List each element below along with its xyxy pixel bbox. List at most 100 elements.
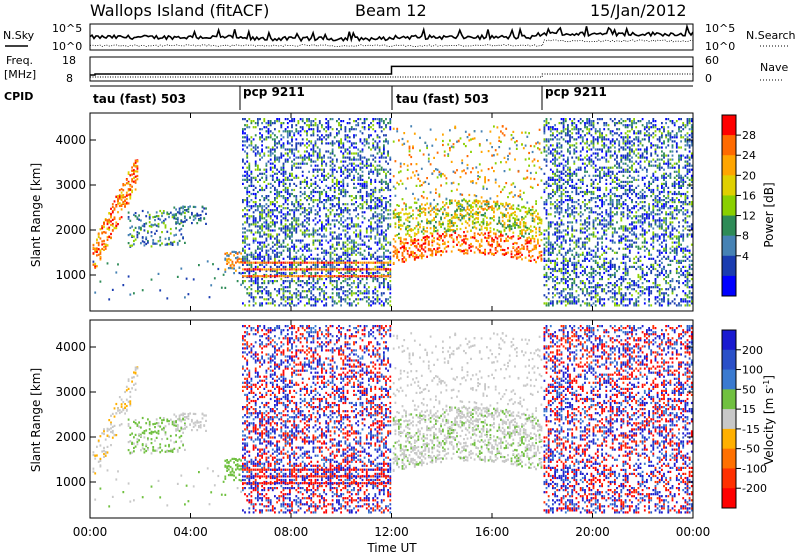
heatmap-cell bbox=[350, 249, 353, 252]
heatmap-cell bbox=[127, 172, 130, 175]
heatmap-cell bbox=[336, 263, 338, 266]
heatmap-cell bbox=[323, 203, 325, 206]
heatmap-cell bbox=[596, 286, 599, 289]
heatmap-cell bbox=[594, 245, 597, 248]
heatmap-cell bbox=[299, 239, 302, 242]
heatmap-cell bbox=[110, 207, 112, 210]
heatmap-cell bbox=[325, 184, 328, 187]
heatmap-cell bbox=[571, 213, 574, 216]
heatmap-cell bbox=[592, 259, 595, 262]
heatmap-cell bbox=[303, 296, 306, 299]
heatmap-cell bbox=[280, 168, 283, 171]
heatmap-cell bbox=[552, 278, 554, 281]
heatmap-cell bbox=[545, 245, 548, 248]
heatmap-cell bbox=[147, 230, 149, 233]
heatmap-cell bbox=[329, 259, 332, 262]
heatmap-cell bbox=[346, 271, 349, 275]
heatmap-cell bbox=[329, 134, 332, 137]
heatmap-cell bbox=[295, 268, 298, 271]
heatmap-cell bbox=[344, 249, 347, 252]
heatmap-cell bbox=[346, 268, 349, 271]
heatmap-cell bbox=[554, 156, 556, 159]
heatmap-cell bbox=[355, 249, 357, 252]
heatmap-cell bbox=[348, 298, 351, 301]
heatmap-cell bbox=[110, 216, 112, 219]
heatmap-cell bbox=[365, 231, 368, 234]
heatmap-cell bbox=[573, 229, 576, 232]
heatmap-cell bbox=[552, 280, 554, 283]
heatmap-cell bbox=[252, 219, 255, 222]
heatmap-cell bbox=[242, 223, 244, 226]
heatmap-cell bbox=[316, 288, 319, 291]
heatmap-cell bbox=[269, 150, 272, 153]
heatmap-cell bbox=[289, 275, 291, 278]
heatmap-cell bbox=[374, 278, 377, 281]
heatmap-cell bbox=[297, 166, 300, 169]
heatmap-cell bbox=[97, 233, 100, 236]
heatmap-cell bbox=[355, 269, 357, 273]
heatmap-cell bbox=[338, 275, 340, 278]
heatmap-cell bbox=[276, 209, 278, 212]
heatmap-cell bbox=[567, 292, 569, 295]
heatmap-cell bbox=[586, 241, 588, 244]
heatmap-cell bbox=[383, 251, 385, 254]
heatmap-cell bbox=[372, 188, 375, 192]
heatmap-cell bbox=[350, 269, 353, 273]
heatmap-cell bbox=[569, 257, 571, 260]
heatmap-cell bbox=[607, 160, 610, 163]
heatmap-cell bbox=[378, 265, 381, 268]
heatmap-cell bbox=[250, 253, 253, 256]
heatmap-cell bbox=[280, 195, 283, 198]
heatmap-cell bbox=[372, 275, 375, 278]
heatmap-cell bbox=[562, 282, 565, 285]
heatmap-cell bbox=[103, 221, 105, 224]
heatmap-cell bbox=[365, 263, 368, 266]
heatmap-cell bbox=[291, 118, 293, 121]
heatmap-cell bbox=[299, 166, 302, 169]
heatmap-cell bbox=[363, 292, 366, 295]
heatmap-cell bbox=[387, 298, 389, 301]
heatmap-cell bbox=[280, 229, 283, 232]
heatmap-cell bbox=[389, 284, 392, 287]
heatmap-cell bbox=[353, 168, 355, 171]
heatmap-cell bbox=[618, 265, 621, 268]
heatmap-cell bbox=[547, 304, 550, 307]
heatmap-cell bbox=[327, 215, 330, 218]
heatmap-cell bbox=[303, 209, 306, 212]
heatmap-cell bbox=[244, 174, 246, 177]
heatmap-cell bbox=[378, 302, 381, 305]
heatmap-cell bbox=[374, 140, 377, 143]
heatmap-cell bbox=[286, 261, 289, 264]
heatmap-cell bbox=[353, 146, 355, 149]
heatmap-cell bbox=[374, 288, 377, 291]
heatmap-cell bbox=[111, 203, 114, 206]
heatmap-cell bbox=[331, 296, 334, 299]
heatmap-cell bbox=[184, 220, 186, 223]
heatmap-cell bbox=[605, 229, 608, 232]
heatmap-cell bbox=[389, 126, 392, 129]
heatmap-cell bbox=[575, 172, 578, 175]
heatmap-cell bbox=[340, 160, 342, 163]
heatmap-cell bbox=[282, 261, 285, 264]
heatmap-cell bbox=[554, 164, 556, 167]
heatmap-cell bbox=[622, 192, 625, 196]
heatmap-cell bbox=[365, 201, 368, 204]
heatmap-cell bbox=[323, 282, 325, 285]
heatmap-cell bbox=[378, 148, 381, 151]
heatmap-cell bbox=[141, 240, 144, 243]
heatmap-cell bbox=[338, 201, 340, 204]
heatmap-cell bbox=[318, 154, 321, 157]
heatmap-cell bbox=[547, 182, 550, 185]
heatmap-cell bbox=[265, 186, 268, 189]
heatmap-cell bbox=[594, 168, 597, 171]
heatmap-cell bbox=[271, 178, 274, 181]
heatmap-cell bbox=[552, 162, 554, 165]
heatmap-cell bbox=[549, 253, 552, 256]
heatmap-cell bbox=[558, 170, 561, 173]
heatmap-cell bbox=[543, 158, 546, 161]
heatmap-cell bbox=[289, 231, 291, 234]
heatmap-cell bbox=[609, 273, 612, 277]
heatmap-cell bbox=[609, 207, 612, 210]
heatmap-cell bbox=[252, 201, 255, 204]
heatmap-cell bbox=[372, 138, 375, 141]
